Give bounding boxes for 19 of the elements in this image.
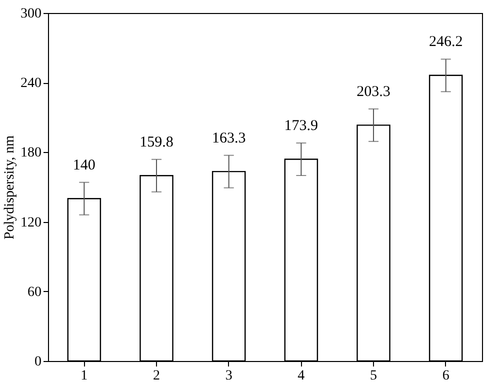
data-label: 246.2 [428,34,463,50]
y-tick-label: 240 [20,76,42,92]
data-label: 163.3 [212,130,246,146]
y-tick-label: 0 [34,354,42,370]
y-tick-label: 60 [28,284,42,300]
data-label: 159.8 [140,134,174,150]
data-label: 173.9 [284,118,318,134]
x-tick-label: 5 [370,368,377,383]
y-tick-label: 180 [20,146,42,161]
data-label: 140 [72,157,96,174]
x-tick-label: 2 [153,368,160,383]
x-tick-label: 4 [298,368,305,383]
y-axis-title: Polydispersity, nm [2,135,18,240]
y-tick-label: 300 [20,6,42,22]
x-tick-label: 6 [442,368,450,383]
data-label: 203.3 [356,84,390,100]
x-tick-label: 1 [80,368,88,383]
x-tick-label: 3 [225,368,232,383]
y-tick-label: 120 [20,215,42,230]
